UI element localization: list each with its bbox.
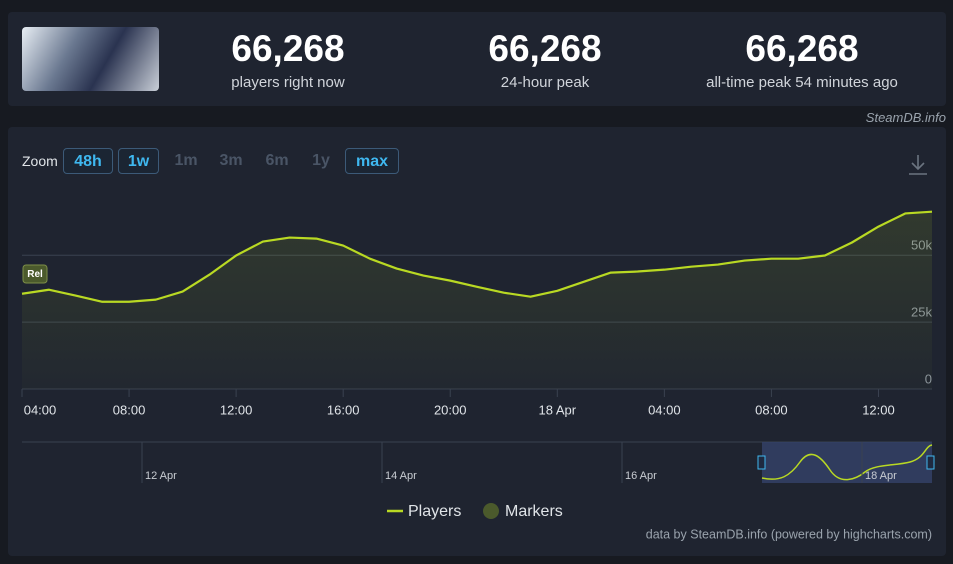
x-tick-label: 08:00 (113, 402, 146, 417)
zoom-label: Zoom (22, 153, 58, 169)
zoom-button[interactable]: max (345, 148, 399, 174)
navigator-handle[interactable] (926, 455, 935, 470)
download-icon[interactable] (909, 155, 927, 175)
x-tick-label: 12:00 (220, 402, 253, 417)
zoom-button[interactable]: 1y (312, 152, 330, 169)
zoom-button[interactable]: 48h (63, 148, 113, 174)
x-tick-label: 08:00 (755, 402, 788, 417)
stat-label: 24-hour peak (500, 74, 590, 91)
navigator-range (762, 442, 932, 483)
x-tick-label: 16:00 (327, 402, 360, 417)
source: SteamDB.info (865, 110, 946, 125)
x-tick-label: 12:00 (862, 402, 895, 417)
line (21, 210, 933, 303)
marker-flag (22, 264, 48, 284)
x-tick-label: 04:00 (648, 402, 681, 417)
legend-label: Players (408, 503, 461, 520)
navigator-handle[interactable] (757, 455, 766, 470)
navigator-label: 14 Apr (385, 470, 417, 482)
zoom-button[interactable]: 1w (118, 148, 159, 174)
x-tick-label: 20:00 (434, 402, 467, 417)
navigator-label: 12 Apr (145, 470, 177, 482)
stat-label: players right now (231, 74, 345, 91)
game-image (22, 27, 159, 91)
credits: data by SteamDB.info (powered by highcha… (646, 527, 932, 541)
stat-label: all-time peak 54 minutes ago (706, 74, 898, 91)
marker-label: Rel (27, 269, 43, 280)
zoom-button[interactable]: 3m (219, 152, 243, 169)
legend-label: Markers (505, 503, 563, 520)
navigator-line (761, 444, 933, 481)
zoom-button[interactable]: 6m (265, 152, 289, 169)
stat-value: 66,268 (488, 28, 602, 69)
navigator-label: 18 Apr (865, 470, 897, 482)
navigator-label: 16 Apr (625, 470, 657, 482)
stat-value: 66,268 (745, 28, 859, 69)
area (22, 211, 932, 389)
legend-symbol (483, 503, 499, 519)
zoom-button[interactable]: 1m (174, 152, 198, 169)
x-tick-label: 04:00 (24, 402, 57, 417)
stats-panel (8, 12, 946, 106)
x-tick-label: 18 Apr (538, 402, 576, 417)
stat-value: 66,268 (231, 28, 345, 69)
